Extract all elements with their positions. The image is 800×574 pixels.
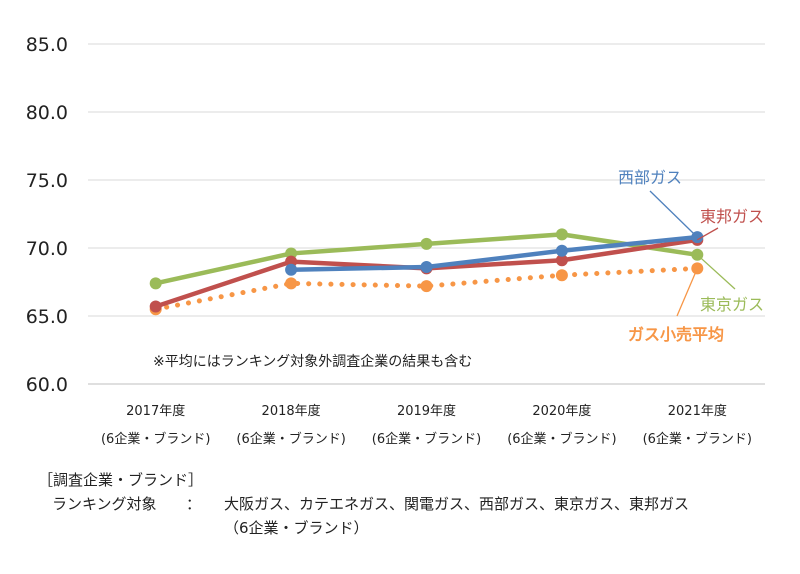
series-layer [149, 228, 704, 316]
footer-ranking-row: ランキング対象 ： 大阪ガス、カテエネガス、関電ガス、西部ガス、東京ガス、東邦ガ… [38, 492, 689, 516]
x-tick-label-year: 2021年度 [668, 403, 727, 419]
data-point [149, 277, 162, 290]
data-point [420, 280, 433, 293]
x-tick-label-count: (6企業・ブランド) [101, 431, 210, 447]
series-leader-line [649, 190, 698, 238]
y-tick-label: 60.0 [26, 374, 68, 396]
chart-annotation: ※平均にはランキング対象外調査企業の結果も含む [153, 353, 472, 370]
data-point [285, 263, 298, 276]
x-tick-label-year: 2018年度 [262, 403, 321, 419]
series-label: 東邦ガス [700, 207, 764, 226]
y-tick-label: 85.0 [26, 34, 68, 56]
data-point [555, 254, 568, 267]
data-point [555, 244, 568, 257]
footer: ［調査企業・ブランド］ ランキング対象 ： 大阪ガス、カテエネガス、関電ガス、西… [38, 468, 689, 540]
footer-heading: ［調査企業・ブランド］ [38, 471, 204, 489]
y-tick-label: 70.0 [26, 238, 68, 260]
y-tick-label: 75.0 [26, 170, 68, 192]
series-line [288, 234, 700, 273]
data-point [420, 237, 433, 250]
footer-colon: ： [186, 495, 202, 513]
x-tick-label-count: (6企業・ブランド) [507, 431, 616, 447]
x-tick-label-count: (6企業・ブランド) [236, 431, 345, 447]
footer-label: ランキング対象 [52, 495, 157, 513]
x-tick-label-year: 2017年度 [126, 403, 185, 419]
series-leader-line [696, 254, 736, 290]
y-axis-ticks: 85.0 80.0 75.0 70.0 65.0 60.0 [26, 34, 68, 396]
data-point [555, 228, 568, 241]
data-point [149, 300, 162, 313]
data-point [555, 269, 568, 282]
y-tick-label: 80.0 [26, 102, 68, 124]
series-line [153, 265, 700, 312]
data-point [420, 261, 433, 274]
data-point [285, 277, 298, 290]
series-leader-line [696, 227, 719, 241]
x-tick-label-year: 2020年度 [532, 403, 591, 419]
x-tick-label-count: (6企業・ブランド) [372, 431, 481, 447]
footer-companies: 大阪ガス、カテエネガス、関電ガス、西部ガス、東京ガス、東邦ガス [224, 495, 690, 513]
gridlines [88, 43, 765, 385]
series-label: 東京ガス [700, 295, 764, 314]
line-chart: 85.0 80.0 75.0 70.0 65.0 60.0 2017年度 (6企業・ブランド… [26, 34, 765, 447]
x-tick-label-year: 2019年度 [397, 403, 456, 419]
series-leader-line [676, 268, 698, 317]
x-axis-ticks: 2017年度 (6企業・ブランド) 2018年度 (6企業・ブランド) 2019年度 (6… [101, 403, 752, 447]
x-tick-label-count: (6企業・ブランド) [643, 431, 752, 447]
series-label: 西部ガス [618, 168, 682, 187]
series-label: ガス小売平均 [628, 325, 724, 344]
y-tick-label: 65.0 [26, 306, 68, 328]
footer-count: （6企業・ブランド） [224, 519, 369, 537]
